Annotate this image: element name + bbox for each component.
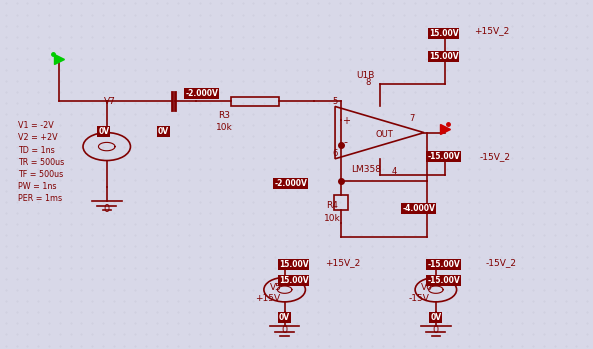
Text: 0V: 0V [158, 127, 168, 136]
Text: 0: 0 [282, 325, 288, 335]
Text: OUT: OUT [375, 130, 393, 139]
Text: TF = 500us: TF = 500us [18, 170, 63, 179]
Text: 15.00V: 15.00V [429, 52, 458, 61]
Text: 0V: 0V [279, 313, 290, 322]
Text: -15V_2: -15V_2 [485, 258, 516, 267]
Text: V1 = -2V: V1 = -2V [18, 121, 53, 130]
Text: -: - [344, 137, 347, 147]
Text: 10k: 10k [324, 214, 340, 223]
Text: V6: V6 [421, 283, 433, 292]
Text: +15V: +15V [256, 294, 280, 303]
Text: -15.00V: -15.00V [427, 276, 460, 285]
Text: TD = 1ns: TD = 1ns [18, 146, 55, 155]
Text: +15V_2: +15V_2 [474, 26, 509, 35]
Text: 7: 7 [409, 114, 415, 123]
Text: LM358: LM358 [352, 165, 381, 174]
Text: 10k: 10k [216, 123, 232, 132]
Text: 0: 0 [433, 325, 439, 335]
Text: 0: 0 [104, 205, 110, 214]
Text: 15.00V: 15.00V [429, 29, 458, 38]
Text: R3: R3 [218, 111, 230, 120]
Text: -15.00V: -15.00V [427, 152, 460, 161]
Text: 4: 4 [392, 166, 397, 176]
Text: R4: R4 [326, 201, 338, 210]
Text: +: + [342, 116, 350, 126]
Text: PW = 1ns: PW = 1ns [18, 182, 56, 191]
Text: -15V: -15V [408, 294, 429, 303]
Text: V2 = +2V: V2 = +2V [18, 133, 58, 142]
Text: V7: V7 [104, 97, 116, 106]
Text: 5: 5 [333, 97, 337, 106]
Text: PER = 1ms: PER = 1ms [18, 194, 62, 203]
Text: 0V: 0V [98, 127, 109, 136]
Text: 8: 8 [365, 77, 371, 87]
Text: +15V_2: +15V_2 [325, 258, 360, 267]
Text: 0V: 0V [431, 313, 441, 322]
Text: TR = 500us: TR = 500us [18, 158, 64, 167]
Text: -2.000V: -2.000V [185, 89, 218, 98]
Text: -4.000V: -4.000V [402, 204, 435, 213]
Text: -15V_2: -15V_2 [479, 152, 510, 161]
Text: -2.000V: -2.000V [274, 179, 307, 188]
Text: -15.00V: -15.00V [427, 260, 460, 269]
Text: 6: 6 [332, 149, 338, 158]
Text: U1B: U1B [357, 70, 375, 80]
Text: V5: V5 [270, 283, 282, 292]
Text: 15.00V: 15.00V [279, 260, 308, 269]
Text: 15.00V: 15.00V [279, 276, 308, 285]
